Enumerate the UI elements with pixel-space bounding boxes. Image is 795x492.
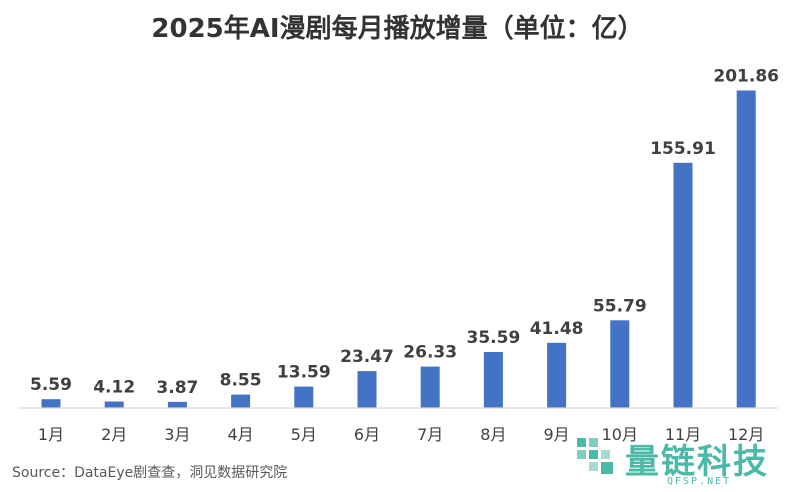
watermark-text: 量链科技 <box>625 442 769 482</box>
bars-layer <box>41 90 756 408</box>
labels-layer: 5.59 1月 4.12 2月 3.87 3月 8.55 4月 13.59 5月 23.47 6月 26… <box>30 67 779 445</box>
x-tick-label: 8月 <box>480 425 506 444</box>
bar-10月 <box>610 320 630 408</box>
data-label: 35.59 <box>467 328 521 348</box>
x-tick-label: 10月 <box>602 425 638 444</box>
bar-7月 <box>420 366 440 408</box>
bar-2月 <box>104 401 124 408</box>
bar-6月 <box>357 371 377 408</box>
x-tick-label: 6月 <box>354 425 380 444</box>
data-label: 3.87 <box>156 378 198 398</box>
data-label: 23.47 <box>340 347 394 367</box>
watermark-logo-icon <box>577 438 613 474</box>
x-tick-label: 12月 <box>728 425 764 444</box>
chart-title: 2025年AI漫剧每月播放增量（单位：亿） <box>151 14 644 44</box>
data-label: 5.59 <box>30 375 72 395</box>
bar-8月 <box>483 352 503 408</box>
x-tick-label: 7月 <box>417 425 443 444</box>
bar-1月 <box>41 399 61 408</box>
watermark-subtext: QFSP.NET <box>667 476 732 487</box>
x-tick-label: 9月 <box>544 425 570 444</box>
x-tick-label: 3月 <box>164 425 190 444</box>
x-tick-label: 1月 <box>38 425 64 444</box>
x-tick-label: 11月 <box>665 425 701 444</box>
data-label: 201.86 <box>713 67 779 87</box>
bar-4月 <box>231 394 251 408</box>
data-label: 4.12 <box>93 378 135 398</box>
bar-3月 <box>167 401 187 408</box>
x-tick-label: 4月 <box>228 425 254 444</box>
bar-5月 <box>294 386 314 408</box>
source-note: Source：DataEye剧查查，洞见数据研究院 <box>12 465 288 481</box>
bar-9月 <box>547 342 567 408</box>
watermark: 量链科技 QFSP.NET <box>575 432 790 488</box>
bar-11月 <box>673 162 693 408</box>
data-label: 155.91 <box>650 139 716 159</box>
data-label: 8.55 <box>220 371 262 391</box>
x-tick-label: 5月 <box>291 425 317 444</box>
bar-12月 <box>736 90 756 408</box>
data-label: 55.79 <box>593 296 647 316</box>
x-tick-label: 2月 <box>101 425 127 444</box>
data-label: 26.33 <box>403 343 457 363</box>
data-label: 13.59 <box>277 363 331 383</box>
data-label: 41.48 <box>530 319 584 339</box>
